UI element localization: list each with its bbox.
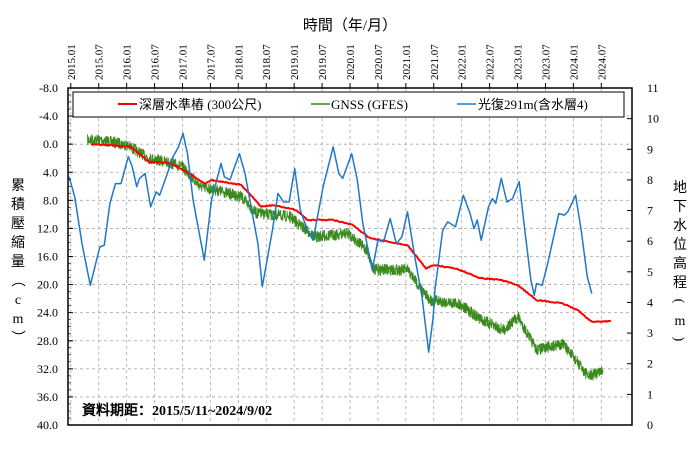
y-right-tick-label: 10	[647, 112, 659, 126]
x-tick-label: 2016.01	[122, 44, 134, 80]
x-tick-label: 2022.01	[457, 44, 469, 80]
y-right-tick-label: 1	[647, 387, 653, 401]
series-leveling-pile-line	[90, 143, 612, 323]
axis-title-char: m	[13, 312, 24, 327]
x-tick-label: 2015.07	[94, 44, 106, 80]
y-right-tick-label: 4	[647, 295, 653, 309]
grid-lines	[68, 88, 632, 425]
x-tick-label: 2024.07	[596, 44, 608, 80]
axis-title-char: 累	[11, 179, 25, 194]
data-period-annotation: 資料期距：2015/5/11~2024/9/02	[82, 402, 272, 419]
y-left-tick-label: 32.0	[37, 362, 58, 376]
x-tick-label: 2021.01	[401, 44, 413, 80]
y-left-tick-label: 20.0	[37, 278, 58, 292]
y-right-tick-label: 6	[647, 234, 653, 248]
axis-title-char: 水	[673, 218, 687, 234]
x-tick-label: 2017.07	[205, 44, 217, 80]
y-left-tick-label: 28.0	[37, 334, 58, 348]
y-left-tick-label: 36.0	[37, 390, 58, 404]
y-left-tick-labels: -8.0 -4.0 0.0 4.0 8.0 12.0 16.0 20.0 24.0 28.0 32.…	[37, 81, 58, 432]
x-tick-label: 2019.07	[317, 44, 329, 80]
x-tick-label: 2017.01	[177, 44, 189, 80]
y-right-tick-label: 0	[647, 418, 653, 432]
y-right-tick-label: 5	[647, 265, 653, 279]
axis-title-char: (	[671, 299, 686, 304]
y-right-tick-label: 9	[647, 142, 653, 156]
axis-title-char: 地	[673, 180, 687, 196]
x-tick-label: 2022.07	[485, 44, 497, 80]
y-left-tick-label: 0.0	[43, 137, 58, 151]
y-left-tick-label: 40.0	[37, 418, 58, 432]
x-tick-label: 2016.07	[150, 44, 162, 80]
x-tick-label: 2020.01	[345, 44, 357, 80]
axis-title-char: （	[9, 273, 25, 287]
y-right-tick-label: 8	[647, 173, 653, 187]
axis-title-char: 高	[673, 255, 687, 272]
axis-title-char: ）	[9, 330, 25, 344]
x-tick-label: 2018.07	[261, 44, 273, 80]
x-tick-label: 2024.01	[568, 44, 580, 80]
x-tick-label: 2023.01	[513, 44, 525, 80]
y-right-tick-label: 3	[647, 326, 653, 340]
y-left-tick-label: 4.0	[43, 165, 58, 179]
axis-ticks	[68, 83, 632, 426]
axis-title-char: c	[15, 293, 21, 308]
y-right-tick-label: 7	[647, 204, 653, 218]
x-tick-labels: 2015.01 2015.07 2016.01 2016.07 2017.01 2017.…	[66, 44, 608, 80]
y-left-tick-label: -8.0	[39, 81, 58, 95]
axis-title-char: 位	[673, 237, 687, 253]
axis-title-char: 下	[673, 200, 687, 215]
legend: 深層水準樁 (300公尺) GNSS (GFES) 光復291m(含水層4)	[72, 91, 625, 118]
x-tick-label: 2015.01	[66, 44, 78, 80]
x-tick-label: 2023.07	[540, 44, 552, 80]
x-tick-label: 2021.07	[429, 44, 441, 80]
y-left-tick-label: 16.0	[37, 250, 58, 264]
series-gnss-line	[87, 134, 604, 381]
axis-title-char: m	[675, 314, 686, 329]
y-left-tick-label: 8.0	[43, 193, 58, 207]
y-left-tick-label: 24.0	[37, 306, 58, 320]
x-tick-label: 2020.07	[373, 44, 385, 80]
legend-label-well: 光復291m(含水層4)	[478, 97, 588, 112]
y-left-tick-label: -4.0	[39, 109, 58, 123]
x-tick-label: 2018.01	[233, 44, 245, 80]
x-tick-label: 2019.01	[289, 44, 301, 80]
series-lines	[68, 132, 612, 381]
axis-title-char: 程	[673, 275, 687, 291]
legend-box	[72, 91, 625, 118]
axis-title-char: )	[671, 337, 686, 342]
legend-label-leveling-pile: 深層水準樁 (300公尺)	[139, 97, 261, 112]
y-right-tick-label: 2	[647, 357, 653, 371]
x-axis-title: 時間（年/月）	[303, 17, 397, 34]
axis-title-char: 量	[11, 254, 25, 270]
series-well-line	[68, 132, 593, 353]
y-left-tick-label: 12.0	[37, 221, 58, 235]
axis-title-char: 壓	[11, 216, 25, 232]
axis-title-char: 積	[11, 197, 25, 213]
legend-label-gnss: GNSS (GFES)	[331, 97, 408, 112]
axis-title-char: 縮	[11, 235, 25, 251]
y-right-tick-label: 11	[647, 81, 659, 95]
